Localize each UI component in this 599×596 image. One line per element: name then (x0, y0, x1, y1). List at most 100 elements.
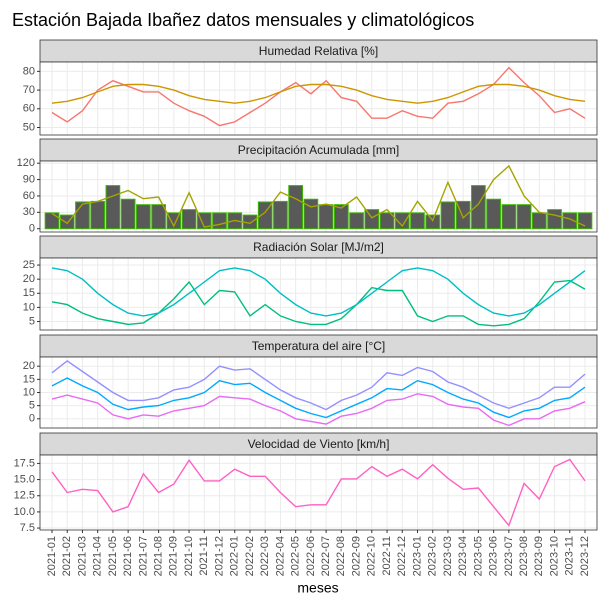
y-tick-label: 17.5 (14, 457, 35, 469)
bar (44, 212, 60, 230)
bar (577, 212, 593, 230)
bar (196, 212, 212, 230)
y-tick-label: 20 (23, 273, 35, 285)
bar (273, 200, 288, 230)
bar (136, 204, 151, 230)
x-tick-label: 2023-02 (427, 536, 439, 576)
x-tick-label: 2021-12 (213, 536, 225, 576)
panel-title: Radiación Solar [MJ/m2] (253, 240, 384, 254)
x-tick-label: 2021-09 (168, 536, 180, 576)
x-tick-label: 2022-03 (259, 536, 271, 576)
bar (547, 209, 562, 230)
x-tick-label: 2022-07 (320, 536, 332, 576)
bar (562, 212, 578, 230)
x-tick-label: 2023-07 (503, 536, 515, 576)
panel (40, 455, 597, 530)
panel-border (39, 61, 598, 136)
x-tick-label: 2022-09 (350, 536, 362, 576)
x-tick-label: 2021-07 (137, 536, 149, 576)
x-tick-label: 2022-01 (229, 536, 241, 576)
y-tick-label: 15 (23, 373, 35, 385)
bar (90, 200, 106, 230)
bar (379, 212, 395, 230)
x-tick-label: 2023-10 (548, 536, 560, 576)
panel-title: Velocidad de Viento [km/h] (248, 437, 390, 451)
panel (40, 62, 597, 135)
y-tick-label: 25 (23, 259, 35, 271)
y-tick-label: 10 (23, 301, 35, 313)
y-tick-label: 70 (23, 84, 35, 96)
bar (364, 209, 380, 230)
x-tick-label: 2021-02 (61, 536, 73, 576)
x-tick-label: 2023-01 (411, 536, 423, 576)
x-tick-label: 2022-12 (396, 536, 408, 576)
panel (40, 258, 597, 330)
chart-title: Estación Bajada Ibañez datos mensuales y… (12, 10, 474, 30)
line (51, 393, 586, 427)
line (51, 83, 586, 104)
y-tick-label: 120 (17, 157, 35, 169)
x-tick-label: 2021-04 (92, 536, 104, 576)
x-axis-title: meses (297, 580, 338, 596)
y-tick-label: 5 (29, 400, 35, 412)
bar (516, 204, 532, 230)
bar (212, 212, 227, 230)
x-tick-label: 2023-11 (564, 536, 576, 576)
x-tick-label: 2023-12 (579, 536, 591, 576)
bar (151, 204, 166, 230)
y-tick-label: 30 (23, 206, 35, 218)
panel-border (39, 356, 598, 429)
x-tick-label: 2022-06 (305, 536, 317, 576)
x-tick-label: 2022-11 (381, 536, 393, 576)
bar (410, 212, 425, 230)
bar (501, 204, 517, 230)
x-tick-label: 2021-03 (76, 536, 88, 576)
bar (486, 198, 501, 230)
panel-title: Humedad Relativa [%] (259, 44, 378, 58)
y-tick-label: 12.5 (14, 490, 35, 502)
bar (471, 185, 486, 230)
x-tick-label: 2021-11 (198, 536, 210, 576)
panel-border (39, 160, 598, 233)
x-tick-label: 2023-03 (442, 536, 454, 576)
line (51, 66, 586, 127)
line (51, 458, 586, 527)
panel-title: Precipitación Acumulada [mm] (238, 143, 399, 157)
x-tick-label: 2023-04 (457, 536, 469, 576)
bar (531, 212, 547, 230)
x-tick-label: 2021-08 (153, 536, 165, 576)
y-tick-label: 0 (29, 413, 35, 425)
y-tick-label: 7.5 (20, 522, 35, 534)
x-tick-label: 2022-10 (366, 536, 378, 576)
bar (425, 214, 441, 230)
y-tick-label: 60 (23, 103, 35, 115)
x-tick-label: 2023-05 (472, 536, 484, 576)
x-tick-label: 2022-08 (335, 536, 347, 576)
y-tick-label: 10 (23, 386, 35, 398)
y-tick-label: 20 (23, 360, 35, 372)
bar (440, 201, 456, 230)
y-tick-label: 80 (23, 65, 35, 77)
x-tick-label: 2023-08 (518, 536, 530, 576)
x-tick-label: 2021-06 (122, 536, 134, 576)
line (51, 360, 586, 411)
panel-border (39, 257, 598, 331)
x-tick-label: 2023-06 (488, 536, 500, 576)
bar (318, 204, 334, 230)
bar (105, 185, 121, 230)
y-tick-label: 15 (23, 287, 35, 299)
x-tick-label: 2022-04 (274, 536, 286, 576)
x-tick-label: 2023-09 (533, 536, 545, 576)
bar (75, 201, 90, 230)
line (51, 377, 586, 419)
bar (288, 185, 304, 230)
x-tick-label: 2021-10 (183, 536, 195, 576)
line (51, 279, 586, 327)
x-tick-label: 2022-02 (244, 536, 256, 576)
line (51, 267, 586, 317)
y-tick-label: 10.0 (14, 506, 35, 518)
y-tick-label: 90 (23, 173, 35, 185)
panel-title: Temperatura del aire [°C] (252, 339, 386, 353)
bar (120, 198, 136, 230)
